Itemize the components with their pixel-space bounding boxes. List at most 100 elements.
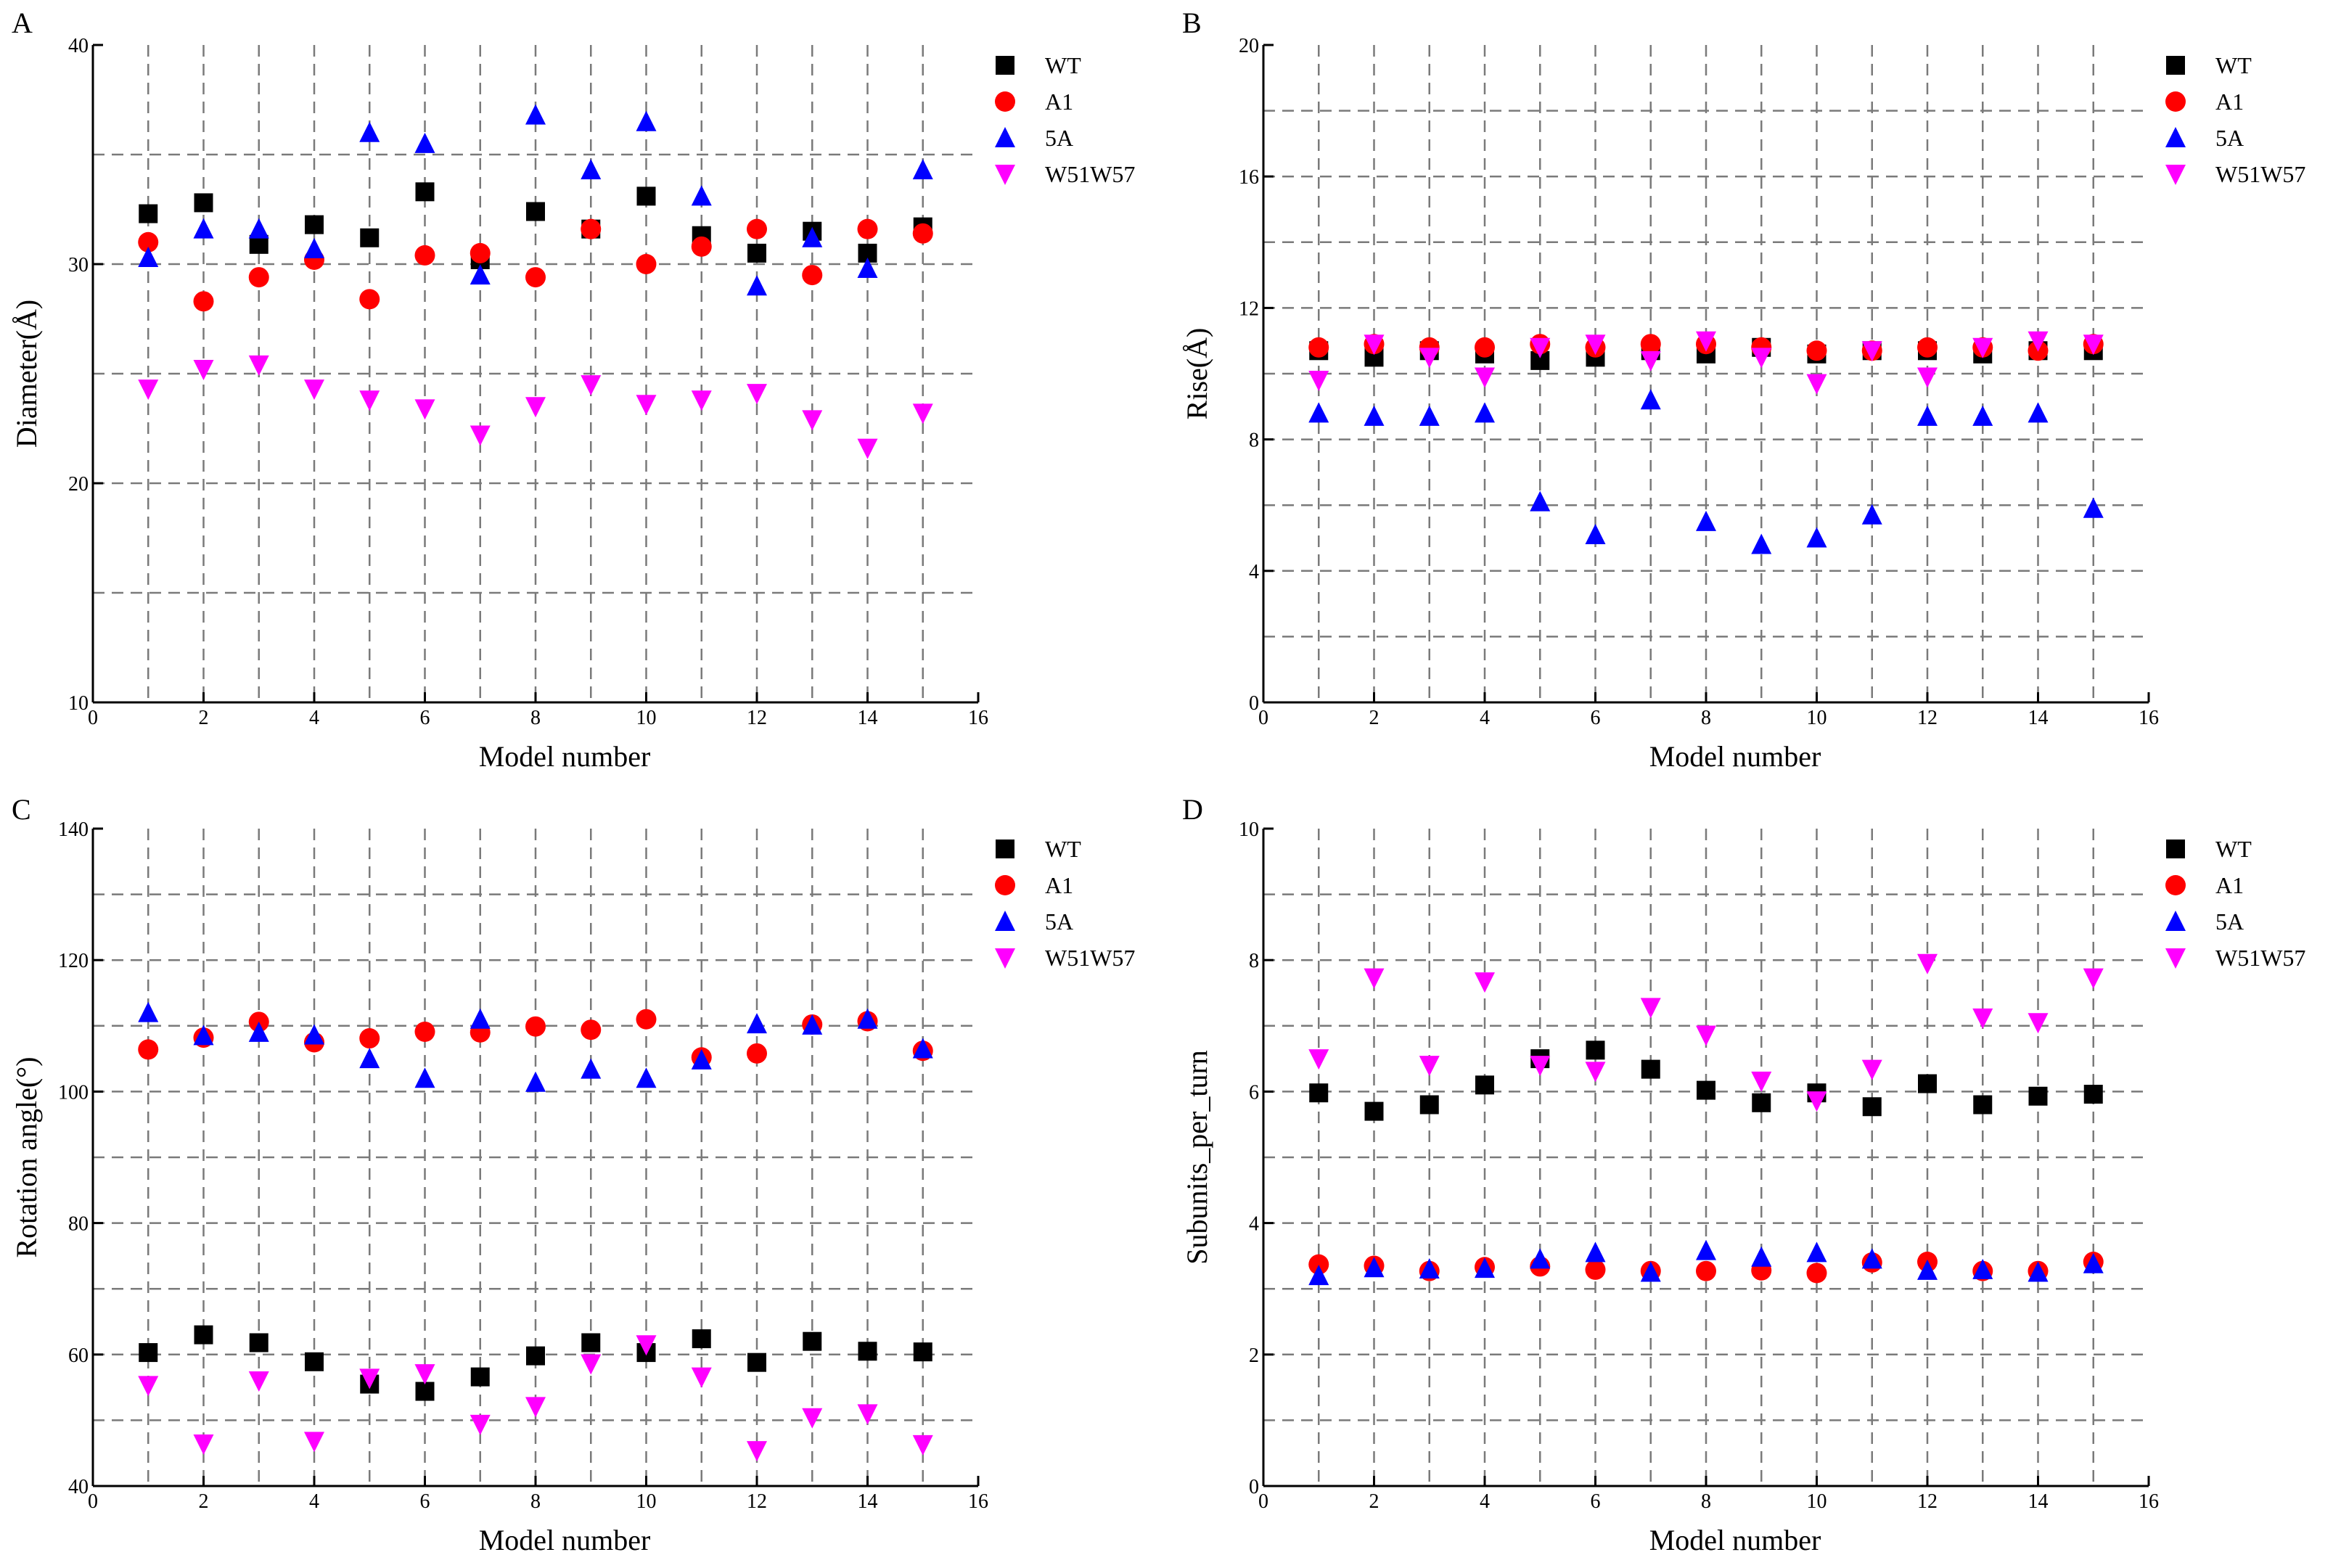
- data-point: [802, 1408, 823, 1429]
- x-tick-label: 0: [1258, 707, 1268, 729]
- data-point: [193, 1025, 214, 1046]
- x-tick-label: 6: [420, 1490, 430, 1513]
- data-point: [1751, 1246, 1772, 1267]
- data-point: [470, 1008, 491, 1029]
- data-point: [1751, 533, 1772, 554]
- data-point: [1696, 510, 1716, 531]
- data-point: [1917, 1259, 1938, 1280]
- data-point: [1861, 1248, 1882, 1269]
- data-point: [581, 1058, 602, 1079]
- y-tick-label: 4: [1249, 561, 1259, 583]
- data-point: [304, 1432, 324, 1453]
- data-point: [2028, 1086, 2048, 1106]
- data-point: [1640, 389, 1661, 410]
- series-wt: [139, 1325, 932, 1401]
- data-point: [912, 159, 933, 180]
- data-point: [1972, 337, 1993, 358]
- data-point: [1972, 405, 1993, 426]
- data-point: [1475, 337, 1495, 358]
- y-tick-label: 60: [68, 1345, 89, 1367]
- data-point: [581, 375, 602, 396]
- data-point: [858, 1342, 877, 1361]
- x-tick-label: 10: [1807, 707, 1827, 729]
- data-point: [747, 218, 767, 239]
- legend-marker: [995, 948, 1015, 969]
- data-point: [1640, 1261, 1661, 1282]
- data-point: [360, 228, 380, 247]
- data-point: [1861, 341, 1882, 362]
- y-tick-label: 2: [1249, 1345, 1259, 1367]
- y-tick-label: 20: [1239, 35, 1259, 57]
- y-tick-label: 10: [1239, 818, 1259, 841]
- legend-marker: [995, 165, 1015, 185]
- y-tick-label: 10: [68, 692, 89, 715]
- y-tick-label: 30: [68, 254, 89, 276]
- x-axis-title: Model number: [479, 740, 651, 773]
- x-tick-label: 8: [1701, 1490, 1711, 1513]
- series-a1: [138, 218, 933, 312]
- y-tick-label: 6: [1249, 1081, 1259, 1104]
- panel-d: D 0 2 4 6 8 10 12 14 16 0 2 4 6 8 10 Model number Subuni…: [1170, 784, 2341, 1567]
- x-axis-title: Model number: [479, 1524, 651, 1556]
- data-point: [1806, 340, 1827, 361]
- x-tick-label: 16: [2139, 1490, 2159, 1513]
- data-point: [1475, 367, 1495, 388]
- data-point: [525, 1071, 546, 1092]
- legend-label: 5A: [1045, 125, 1073, 151]
- x-tick-label: 8: [530, 1490, 541, 1513]
- data-point: [1530, 1056, 1551, 1077]
- x-tick-label: 6: [1591, 1490, 1601, 1513]
- series-w51w57: [138, 1335, 933, 1462]
- data-point: [1973, 1095, 1993, 1115]
- legend-label: A1: [1045, 89, 1073, 115]
- x-axis-title: Model number: [1649, 1524, 1821, 1556]
- x-tick-label: 12: [747, 1490, 767, 1513]
- legend-label: A1: [2215, 89, 2244, 115]
- data-point: [747, 243, 766, 263]
- data-point: [1861, 1059, 1882, 1080]
- data-point: [193, 291, 214, 312]
- data-point: [581, 159, 602, 180]
- data-point: [248, 355, 269, 376]
- data-point: [1585, 1062, 1606, 1083]
- data-point: [913, 1342, 932, 1362]
- data-point: [1585, 334, 1606, 356]
- data-point: [359, 289, 380, 310]
- legend-label: 5A: [2215, 908, 2244, 935]
- data-point: [1308, 1254, 1329, 1275]
- data-point: [1806, 374, 1827, 395]
- legend-marker: [2165, 91, 2186, 112]
- data-point: [2083, 497, 2104, 518]
- data-point: [691, 1048, 712, 1070]
- x-tick-label: 6: [1591, 707, 1601, 729]
- data-point: [802, 410, 823, 431]
- chart-svg: 0 2 4 6 8 10 12 14 16 0 4 8 12 16 20 Model number Rise(Å…: [1181, 35, 2305, 773]
- y-axis-title: Rotation angle(°): [10, 1056, 43, 1257]
- data-point: [1972, 1008, 1993, 1029]
- data-point: [248, 267, 269, 288]
- data-point: [636, 110, 657, 131]
- x-tick-label: 10: [636, 1490, 657, 1513]
- data-point: [1806, 1241, 1827, 1263]
- legend-label: 5A: [1045, 908, 1073, 935]
- data-point: [138, 231, 159, 253]
- data-point: [415, 1382, 435, 1401]
- data-point: [636, 186, 656, 206]
- x-axis-title: Model number: [1649, 740, 1821, 773]
- data-point: [1640, 334, 1661, 355]
- data-point: [1530, 1248, 1551, 1269]
- data-point: [359, 390, 380, 411]
- data-point: [1751, 348, 1772, 369]
- data-point: [1862, 1097, 1882, 1117]
- data-point: [1806, 1091, 1827, 1112]
- data-point: [691, 390, 712, 411]
- series-5a: [138, 1001, 933, 1092]
- data-point: [525, 104, 546, 125]
- data-point: [581, 1019, 602, 1040]
- data-point: [1585, 1241, 1606, 1263]
- data-point: [525, 1016, 546, 1037]
- data-point: [1696, 1239, 1716, 1260]
- data-point: [248, 218, 269, 239]
- data-point: [414, 132, 435, 153]
- panel-a: A 0 2 4 6 8 10 12 14 16 10 20 30 40 Model number Diame…: [0, 0, 1170, 784]
